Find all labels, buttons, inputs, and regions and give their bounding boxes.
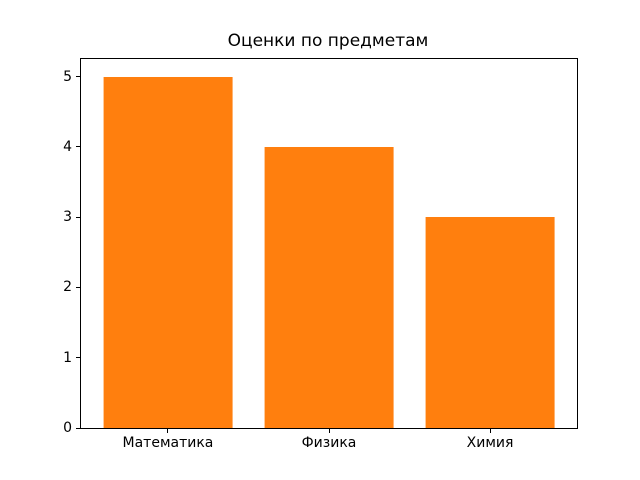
x-tick-mark bbox=[328, 428, 330, 433]
x-tick-mark bbox=[489, 428, 491, 433]
bar-3 bbox=[425, 217, 555, 428]
x-tick-label: Физика bbox=[301, 435, 357, 451]
y-tick-mark bbox=[76, 76, 81, 78]
x-tick-label: Математика bbox=[122, 435, 214, 451]
x-tick-mark bbox=[167, 428, 169, 433]
y-tick-mark bbox=[76, 216, 81, 218]
bar-1 bbox=[103, 76, 233, 428]
y-tick-label: 4 bbox=[63, 138, 72, 155]
y-tick-label: 5 bbox=[63, 68, 72, 85]
y-tick-mark bbox=[76, 286, 81, 288]
y-tick-label: 3 bbox=[63, 209, 72, 226]
plot-area: 0 1 2 3 4 5 Математика Физика Химия bbox=[63, 58, 578, 450]
y-tick-label: 2 bbox=[63, 279, 72, 296]
y-tick-label: 0 bbox=[63, 420, 72, 436]
x-tick-label: Химия bbox=[466, 435, 514, 451]
y-tick-mark bbox=[76, 357, 81, 359]
y-tick-mark bbox=[76, 427, 81, 429]
chart-title: Оценки по предметам bbox=[227, 31, 429, 51]
y-tick-label: 1 bbox=[63, 349, 72, 366]
bar-2 bbox=[264, 146, 394, 428]
y-tick-mark bbox=[76, 146, 81, 148]
